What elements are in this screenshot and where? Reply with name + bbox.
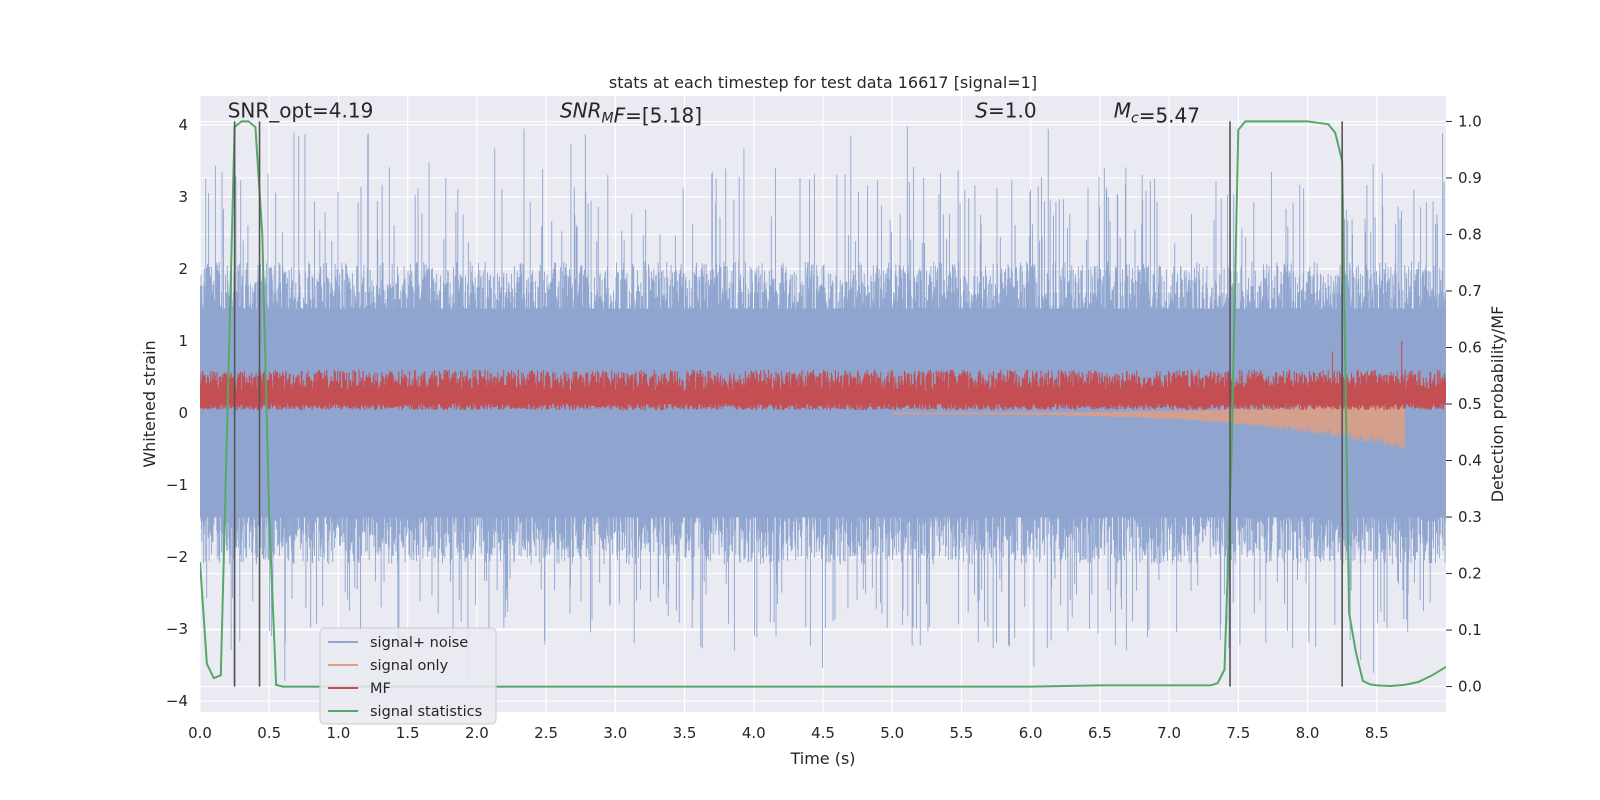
- x-tick-label: 2.0: [465, 724, 489, 742]
- legend: signal+ noise signal only MF signal statist…: [319, 627, 497, 725]
- y-tick-label: 1: [178, 332, 188, 350]
- legend-box: [319, 627, 497, 725]
- y2-tick-label: 0.1: [1458, 621, 1482, 639]
- y2-tick-label: 0.3: [1458, 508, 1482, 526]
- y-tick-label: 2: [178, 260, 188, 278]
- y2-tick-label: 0.5: [1458, 395, 1482, 413]
- x-tick-label: 7.0: [1157, 724, 1181, 742]
- annotation-text: S=1.0: [975, 99, 1036, 123]
- x-tick-label: 2.5: [534, 724, 558, 742]
- x-tick-label: 8.5: [1365, 724, 1389, 742]
- y2-tick-label: 0.4: [1458, 452, 1482, 470]
- y2-tick-label: 0.6: [1458, 338, 1482, 356]
- y2-tick-label: 0.8: [1458, 225, 1482, 243]
- x-tick-label: 6.5: [1088, 724, 1112, 742]
- x-tick-label: 0.5: [257, 724, 281, 742]
- y-tick-label: −4: [166, 692, 188, 710]
- x-tick-label: 5.5: [950, 724, 974, 742]
- x-tick-label: 1.0: [327, 724, 351, 742]
- y-tick-label: 0: [178, 404, 188, 422]
- y-tick-label: −2: [166, 548, 188, 566]
- y2-tick-label: 0.7: [1458, 282, 1482, 300]
- x-tick-label: 0.0: [188, 724, 212, 742]
- x-tick-label: 6.0: [1019, 724, 1043, 742]
- y2-axis-label: Detection probability/MF: [1488, 306, 1507, 503]
- signal-statistics-series: [200, 120, 1446, 688]
- x-tick-label: 1.5: [396, 724, 420, 742]
- y-tick-label: −3: [166, 620, 188, 638]
- annotation-text: SNR_opt=4.19: [228, 99, 374, 123]
- y-tick-label: 4: [178, 116, 188, 134]
- y2-tick-label: 0.0: [1458, 678, 1482, 696]
- annotation-text: Mc=5.47: [1114, 99, 1200, 128]
- x-tick-label: 5.0: [880, 724, 904, 742]
- annotation-text: SNRMF=[5.18]: [560, 99, 702, 128]
- x-tick-label: 7.5: [1226, 724, 1250, 742]
- x-tick-label: 3.0: [603, 724, 627, 742]
- x-tick-label: 4.5: [811, 724, 835, 742]
- y-tick-label: −1: [166, 476, 188, 494]
- chart-title: stats at each timestep for test data 166…: [609, 73, 1037, 92]
- y-tick-label: 3: [178, 188, 188, 206]
- x-axis-label: Time (s): [789, 749, 855, 768]
- series-layer: [200, 120, 1446, 688]
- signal-only-series: [891, 400, 1405, 450]
- legend-label: MF: [370, 681, 391, 697]
- y2-tick-label: 0.2: [1458, 565, 1482, 583]
- y-tick-labels: −4 −3 −2 −1 0 1 2 3 4: [166, 116, 188, 710]
- vertical-markers: [233, 121, 1343, 687]
- legend-label: signal+ noise: [370, 635, 468, 651]
- legend-label: signal statistics: [370, 704, 482, 720]
- x-tick-label: 4.0: [742, 724, 766, 742]
- mf-series: [200, 341, 1446, 411]
- y2-tick-label: 1.0: [1458, 112, 1482, 130]
- annotations: SNR_opt=4.19 SNRMF=[5.18] S=1.0 Mc=5.47: [228, 99, 1200, 128]
- y-axis-label: Whitened strain: [140, 340, 159, 467]
- x-tick-label: 8.0: [1296, 724, 1320, 742]
- y2-tick-label: 0.9: [1458, 169, 1482, 187]
- x-tick-label: 3.5: [673, 724, 697, 742]
- y2-tick-labels: 0.0 0.1 0.2 0.3 0.4 0.5 0.6 0.7 0.8 0.9 1.0: [1446, 112, 1482, 696]
- x-tick-labels: 0.0 0.5 1.0 1.5 2.0 2.5 3.0 3.5 4.0 4.5 5.0 5.5 6.0 6…: [188, 724, 1389, 742]
- legend-label: signal only: [370, 658, 449, 674]
